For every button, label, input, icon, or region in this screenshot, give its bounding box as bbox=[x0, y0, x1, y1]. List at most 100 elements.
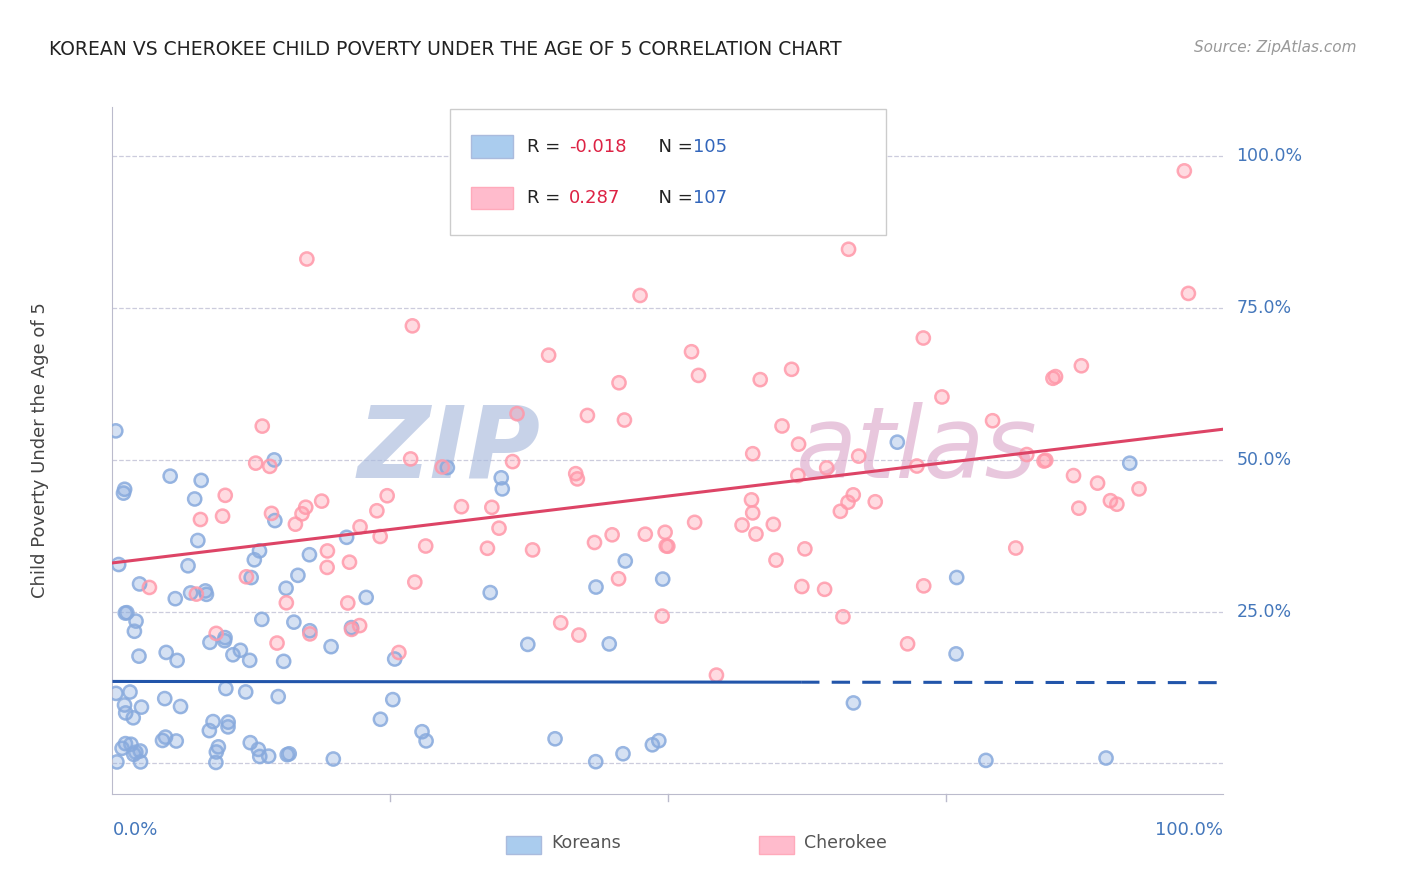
Point bbox=[488, 521, 510, 535]
Point bbox=[780, 362, 803, 376]
Point bbox=[564, 467, 586, 481]
Point bbox=[614, 554, 637, 568]
Point bbox=[415, 539, 437, 553]
Point bbox=[681, 344, 703, 359]
Point bbox=[550, 615, 572, 630]
Point bbox=[129, 744, 152, 758]
Point bbox=[263, 514, 285, 528]
Point bbox=[120, 737, 142, 751]
Text: 100.0%: 100.0% bbox=[1156, 822, 1223, 839]
Point bbox=[842, 488, 865, 502]
Point bbox=[366, 504, 388, 518]
Point bbox=[336, 596, 359, 610]
Point bbox=[114, 737, 136, 751]
Point bbox=[125, 745, 148, 759]
Point bbox=[912, 331, 935, 345]
Point bbox=[257, 749, 280, 764]
Point bbox=[239, 736, 262, 750]
Point bbox=[128, 649, 150, 664]
Point bbox=[340, 621, 363, 635]
Text: 100.0%: 100.0% bbox=[1236, 146, 1303, 165]
Point bbox=[770, 419, 793, 434]
Point bbox=[634, 527, 657, 541]
Point bbox=[247, 742, 270, 756]
Point bbox=[114, 483, 136, 497]
Point bbox=[607, 376, 630, 390]
Point bbox=[155, 645, 177, 659]
Point bbox=[1119, 456, 1142, 470]
Point bbox=[205, 756, 228, 770]
Point bbox=[222, 648, 245, 662]
Point bbox=[585, 580, 607, 594]
Point bbox=[354, 591, 377, 605]
Point bbox=[284, 517, 307, 532]
Point bbox=[411, 724, 433, 739]
Point bbox=[245, 456, 267, 470]
Text: 50.0%: 50.0% bbox=[1236, 450, 1292, 468]
Point bbox=[384, 652, 406, 666]
Point bbox=[336, 530, 359, 544]
Point bbox=[765, 553, 787, 567]
Point bbox=[516, 637, 538, 651]
Text: 107: 107 bbox=[693, 189, 727, 207]
Point bbox=[190, 512, 212, 526]
Point bbox=[111, 741, 134, 756]
Point bbox=[112, 486, 135, 500]
Point bbox=[790, 580, 813, 594]
Point bbox=[129, 755, 152, 769]
Point bbox=[607, 572, 630, 586]
Point bbox=[912, 579, 935, 593]
Text: atlas: atlas bbox=[796, 402, 1038, 499]
Point bbox=[114, 706, 136, 720]
Point bbox=[832, 609, 855, 624]
Point bbox=[205, 745, 228, 759]
Point bbox=[295, 252, 318, 266]
Point bbox=[1128, 482, 1150, 496]
Point bbox=[381, 692, 404, 706]
Point bbox=[404, 575, 426, 590]
Point bbox=[1063, 468, 1085, 483]
Point bbox=[838, 242, 860, 256]
Point bbox=[169, 699, 191, 714]
Point bbox=[905, 458, 928, 473]
Point bbox=[481, 500, 503, 515]
Point bbox=[706, 668, 728, 682]
Point bbox=[370, 712, 392, 726]
Point bbox=[153, 691, 176, 706]
Point bbox=[1067, 501, 1090, 516]
Point bbox=[651, 609, 673, 624]
Point bbox=[291, 507, 314, 521]
Point bbox=[598, 637, 620, 651]
Point bbox=[195, 587, 218, 601]
Point bbox=[115, 606, 138, 620]
Point bbox=[787, 437, 810, 451]
Text: -0.018: -0.018 bbox=[569, 137, 627, 155]
Point bbox=[243, 553, 266, 567]
Point bbox=[205, 756, 228, 770]
Point bbox=[399, 451, 422, 466]
Point bbox=[585, 755, 607, 769]
Point bbox=[450, 500, 472, 514]
Point bbox=[706, 668, 728, 682]
Point bbox=[765, 553, 787, 567]
Point bbox=[252, 419, 274, 434]
Point bbox=[613, 413, 636, 427]
Point bbox=[780, 362, 803, 376]
Point bbox=[257, 749, 280, 764]
Point bbox=[240, 570, 263, 584]
Point bbox=[415, 539, 437, 553]
Point bbox=[688, 368, 710, 383]
Point bbox=[945, 647, 967, 661]
Point bbox=[974, 753, 997, 767]
Point bbox=[745, 527, 768, 541]
Point bbox=[131, 700, 153, 714]
Point bbox=[388, 646, 411, 660]
Point bbox=[122, 747, 145, 762]
Point bbox=[118, 685, 141, 699]
Point bbox=[415, 734, 437, 748]
Point bbox=[651, 572, 673, 586]
Point bbox=[169, 699, 191, 714]
Text: N =: N = bbox=[647, 189, 699, 207]
Point bbox=[215, 681, 238, 696]
Point bbox=[905, 458, 928, 473]
